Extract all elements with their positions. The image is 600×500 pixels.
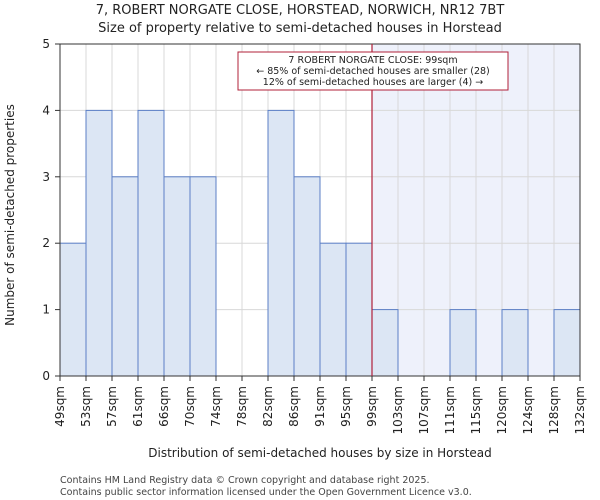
bar bbox=[267, 109, 295, 377]
bar bbox=[293, 176, 321, 377]
x-tick-label: 53sqm bbox=[79, 386, 93, 427]
x-tick-label: 132sqm bbox=[573, 386, 587, 434]
bar bbox=[553, 309, 581, 377]
x-tick-label: 57sqm bbox=[105, 386, 119, 427]
x-tick-label: 91sqm bbox=[313, 386, 327, 427]
x-tick-label: 74sqm bbox=[209, 386, 223, 427]
bar bbox=[163, 176, 191, 377]
footer-line-1: Contains HM Land Registry data © Crown c… bbox=[60, 475, 430, 486]
x-tick-label: 86sqm bbox=[287, 386, 301, 427]
x-tick-label: 66sqm bbox=[157, 386, 171, 427]
y-axis-label: Number of semi-detached properties bbox=[3, 104, 17, 326]
bar bbox=[189, 176, 217, 377]
x-tick-label: 70sqm bbox=[183, 386, 197, 427]
bar bbox=[345, 242, 373, 377]
chart-title: 7, ROBERT NORGATE CLOSE, HORSTEAD, NORWI… bbox=[96, 3, 505, 18]
annotation-box bbox=[237, 51, 509, 91]
y-tick-label: 5 bbox=[42, 37, 50, 51]
x-tick-label: 99sqm bbox=[365, 386, 379, 427]
y-tick-label: 1 bbox=[42, 303, 50, 317]
x-tick-label: 103sqm bbox=[391, 386, 405, 434]
bar bbox=[371, 309, 399, 377]
annotation-line: 12% of semi-detached houses are larger (… bbox=[263, 77, 483, 88]
bar bbox=[449, 309, 477, 377]
bar bbox=[85, 109, 113, 377]
plot-area: 0 1 2 3 4 5 49sqm 53sqm 57sqm 61sqm 66sqm 70sqm 74sq… bbox=[42, 37, 587, 434]
annotation-line: 7 ROBERT NORGATE CLOSE: 99sqm bbox=[288, 55, 457, 66]
x-tick-label: 128sqm bbox=[547, 386, 561, 434]
x-tick-label: 49sqm bbox=[53, 386, 67, 427]
y-tick-label: 4 bbox=[42, 103, 50, 117]
y-tick-label: 3 bbox=[42, 170, 50, 184]
x-tick-label: 111sqm bbox=[443, 386, 457, 434]
chart-subtitle: Size of property relative to semi-detach… bbox=[98, 21, 502, 36]
y-tick-label: 0 bbox=[42, 369, 50, 383]
bar bbox=[111, 176, 139, 377]
x-tick-label: 107sqm bbox=[417, 386, 431, 434]
x-tick-label: 61sqm bbox=[131, 386, 145, 427]
bar bbox=[501, 309, 529, 377]
footer-line-2: Contains public sector information licen… bbox=[60, 487, 472, 498]
x-tick-label: 120sqm bbox=[495, 386, 509, 434]
x-tick-label: 78sqm bbox=[235, 386, 249, 427]
x-tick-label: 124sqm bbox=[521, 386, 535, 434]
annotation-line: ← 85% of semi-detached houses are smalle… bbox=[256, 66, 490, 77]
y-tick-label: 2 bbox=[42, 236, 50, 250]
bar bbox=[59, 242, 87, 377]
x-axis-label: Distribution of semi-detached houses by … bbox=[148, 446, 492, 460]
x-tick-label: 115sqm bbox=[469, 386, 483, 434]
x-tick-label: 82sqm bbox=[261, 386, 275, 427]
x-tick-label: 95sqm bbox=[339, 386, 353, 427]
bar bbox=[137, 109, 165, 377]
bar bbox=[319, 242, 347, 377]
